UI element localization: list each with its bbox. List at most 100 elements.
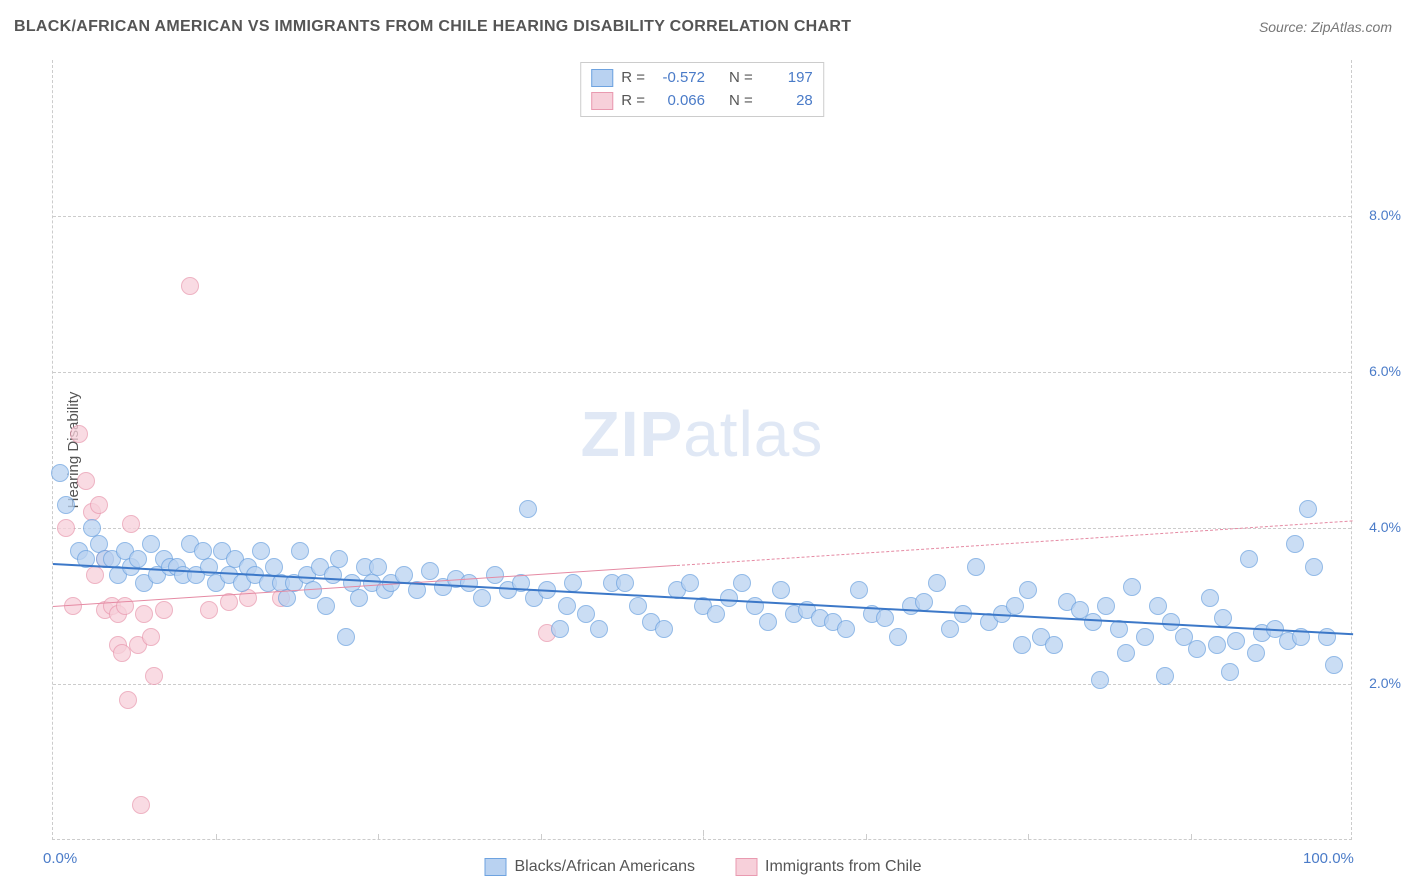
data-point-pink: [132, 796, 150, 814]
x-tick-label: 100.0%: [1303, 850, 1354, 867]
data-point-blue: [337, 628, 355, 646]
legend-label: Blacks/African Americans: [515, 858, 696, 876]
data-point-blue: [928, 574, 946, 592]
plot-area: Hearing Disability ZIPatlas R = -0.572 N…: [52, 60, 1352, 840]
data-point-blue: [1227, 632, 1245, 650]
source-attribution: Source: ZipAtlas.com: [1259, 19, 1392, 35]
data-point-blue: [519, 500, 537, 518]
data-point-blue: [1123, 578, 1141, 596]
legend-swatch-pink: [735, 858, 757, 876]
data-point-pink: [145, 667, 163, 685]
data-point-blue: [967, 558, 985, 576]
r-value: 0.066: [653, 90, 705, 113]
data-point-blue: [733, 574, 751, 592]
data-point-blue: [1097, 597, 1115, 615]
data-point-pink: [57, 519, 75, 537]
data-point-blue: [590, 620, 608, 638]
legend-item: Immigrants from Chile: [735, 858, 921, 876]
data-point-blue: [1286, 535, 1304, 553]
r-label: R =: [621, 90, 645, 113]
data-point-blue: [421, 562, 439, 580]
data-point-blue: [486, 566, 504, 584]
n-label: N =: [729, 90, 753, 113]
data-point-blue: [850, 581, 868, 599]
x-tick: [378, 834, 379, 840]
legend-swatch-pink: [591, 92, 613, 110]
data-point-pink: [122, 515, 140, 533]
data-point-blue: [473, 589, 491, 607]
data-point-blue: [330, 550, 348, 568]
x-tick: [703, 830, 704, 840]
data-point-blue: [1110, 620, 1128, 638]
data-point-pink: [135, 605, 153, 623]
data-point-blue: [616, 574, 634, 592]
legend-row: R = -0.572 N = 197: [591, 67, 813, 90]
data-point-blue: [1162, 613, 1180, 631]
data-point-blue: [317, 597, 335, 615]
data-point-pink: [86, 566, 104, 584]
x-tick: [541, 834, 542, 840]
x-tick: [1191, 834, 1192, 840]
data-point-blue: [889, 628, 907, 646]
y-axis-title: Hearing Disability: [65, 391, 82, 508]
data-point-pink: [119, 691, 137, 709]
data-point-blue: [564, 574, 582, 592]
gridline: [53, 684, 1351, 685]
x-tick: [866, 834, 867, 840]
data-point-blue: [57, 496, 75, 514]
watermark-light: atlas: [683, 398, 823, 470]
r-value: -0.572: [653, 67, 705, 90]
data-point-blue: [1136, 628, 1154, 646]
data-point-blue: [655, 620, 673, 638]
data-point-blue: [558, 597, 576, 615]
data-point-blue: [1305, 558, 1323, 576]
data-point-blue: [1006, 597, 1024, 615]
y-tick-label: 2.0%: [1369, 675, 1401, 691]
data-point-blue: [1325, 656, 1343, 674]
data-point-blue: [51, 464, 69, 482]
data-point-blue: [876, 609, 894, 627]
series-legend: Blacks/African Americans Immigrants from…: [485, 858, 922, 876]
data-point-blue: [324, 566, 342, 584]
data-point-blue: [129, 550, 147, 568]
data-point-blue: [291, 542, 309, 560]
data-point-pink: [70, 425, 88, 443]
gridline: [53, 528, 1351, 529]
x-tick: [216, 834, 217, 840]
data-point-blue: [1208, 636, 1226, 654]
y-tick-label: 4.0%: [1369, 519, 1401, 535]
x-tick-label: 0.0%: [43, 850, 77, 867]
legend-swatch-blue: [485, 858, 507, 876]
x-tick: [1028, 834, 1029, 840]
legend-row: R = 0.066 N = 28: [591, 90, 813, 113]
data-point-pink: [142, 628, 160, 646]
y-tick-label: 6.0%: [1369, 363, 1401, 379]
correlation-legend: R = -0.572 N = 197 R = 0.066 N = 28: [580, 62, 824, 117]
data-point-blue: [577, 605, 595, 623]
data-point-blue: [369, 558, 387, 576]
gridline: [53, 372, 1351, 373]
data-point-blue: [915, 593, 933, 611]
data-point-blue: [1221, 663, 1239, 681]
data-point-blue: [1045, 636, 1063, 654]
data-point-blue: [1188, 640, 1206, 658]
data-point-pink: [181, 277, 199, 295]
data-point-pink: [77, 472, 95, 490]
data-point-blue: [837, 620, 855, 638]
data-point-blue: [1201, 589, 1219, 607]
data-point-blue: [681, 574, 699, 592]
data-point-pink: [90, 496, 108, 514]
data-point-blue: [1299, 500, 1317, 518]
data-point-blue: [1156, 667, 1174, 685]
data-point-blue: [1084, 613, 1102, 631]
r-label: R =: [621, 67, 645, 90]
data-point-blue: [1117, 644, 1135, 662]
data-point-pink: [200, 601, 218, 619]
chart-header: BLACK/AFRICAN AMERICAN VS IMMIGRANTS FRO…: [14, 18, 1392, 36]
data-point-blue: [1091, 671, 1109, 689]
data-point-pink: [155, 601, 173, 619]
watermark-bold: ZIP: [581, 398, 684, 470]
data-point-blue: [707, 605, 725, 623]
data-point-blue: [252, 542, 270, 560]
legend-swatch-blue: [591, 69, 613, 87]
